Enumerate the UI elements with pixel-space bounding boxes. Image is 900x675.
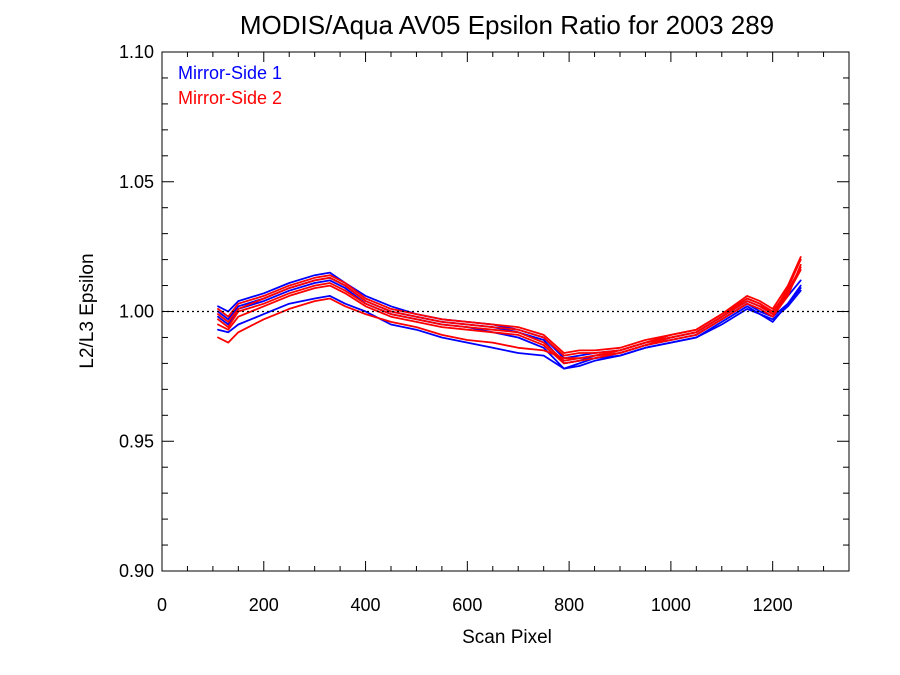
x-axis-label: Scan Pixel <box>462 627 552 648</box>
x-tick-label: 1000 <box>651 595 691 615</box>
legend: Mirror-Side 1 Mirror-Side 2 <box>178 63 282 108</box>
series-line-5 <box>217 266 802 354</box>
series-line-6 <box>217 269 802 357</box>
y-axis-label: L2/L3 Epsilon <box>77 253 98 368</box>
x-tick-label: 0 <box>157 595 167 615</box>
y-tick-label: 1.00 <box>119 302 154 322</box>
y-tick-label: 1.05 <box>119 172 154 192</box>
series-line-3 <box>217 279 802 370</box>
series-line-4 <box>217 284 802 370</box>
series-line-8 <box>217 258 802 365</box>
legend-entry-2: Mirror-Side 2 <box>178 88 282 108</box>
series-line-9 <box>217 256 802 360</box>
x-tick-label: 800 <box>554 595 584 615</box>
axis-tick-labels: 0 200 400 600 800 1000 1200 0.90 0.95 1.00 1.05 1.1… <box>119 42 793 615</box>
y-tick-label: 0.95 <box>119 431 154 451</box>
axis-ticks <box>161 51 850 572</box>
x-tick-label: 200 <box>249 595 279 615</box>
plot-frame <box>161 51 850 572</box>
chart-title: MODIS/Aqua AV05 Epsilon Ratio for 2003 2… <box>240 10 774 40</box>
legend-entry-1: Mirror-Side 1 <box>178 63 282 83</box>
x-tick-label: 600 <box>452 595 482 615</box>
y-tick-label: 0.90 <box>119 561 154 581</box>
y-tick-label: 1.10 <box>119 42 154 62</box>
x-tick-label: 400 <box>351 595 381 615</box>
x-tick-label: 1200 <box>753 595 793 615</box>
plot-lines <box>217 256 802 370</box>
series-line-7 <box>217 263 802 362</box>
